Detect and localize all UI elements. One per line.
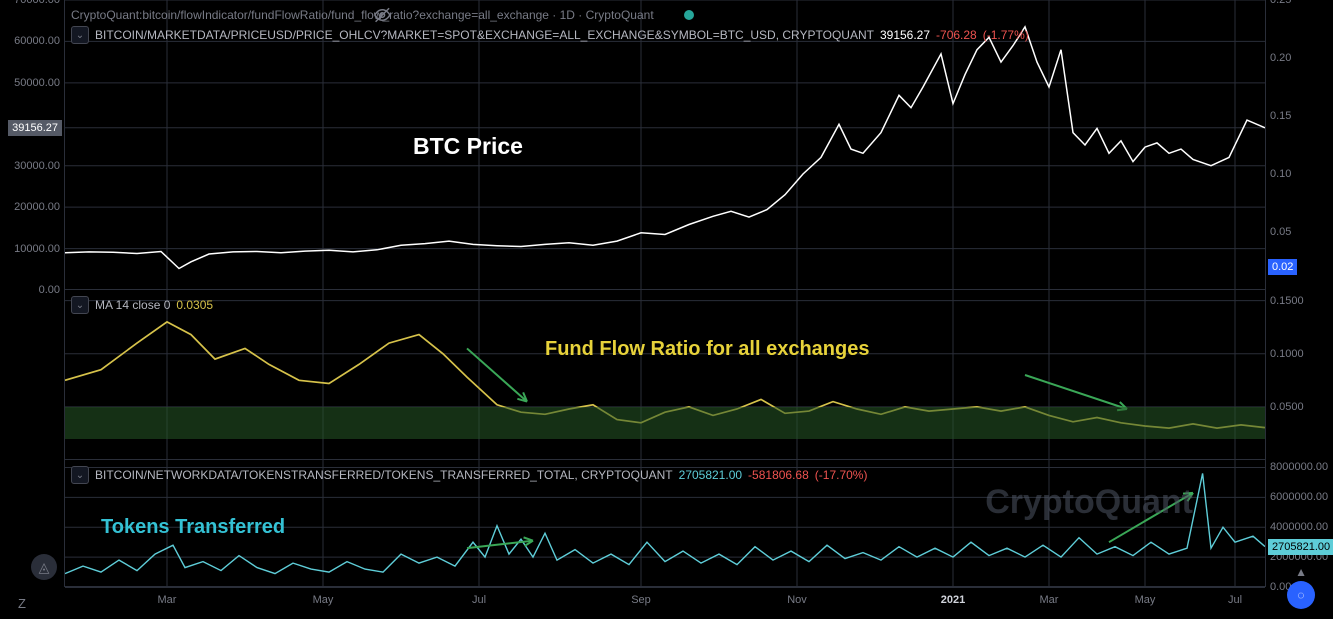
btc-price-label: BTC Price [413, 133, 523, 160]
pane3-legend: ⌄ BITCOIN/NETWORKDATA/TOKENSTRANSFERRED/… [71, 466, 867, 484]
ytick-right: 0.1000 [1270, 348, 1304, 360]
price-marker-right: 2705821.00 [1268, 539, 1333, 555]
xtick: 2021 [941, 594, 965, 606]
ytick-right: 0.20 [1270, 52, 1291, 64]
xtick: Nov [787, 594, 807, 606]
provider-logo-icon[interactable]: ◬ [31, 554, 57, 580]
ytick-left: 20000.00 [14, 201, 60, 213]
pane2-series-name: MA 14 close 0 [95, 298, 170, 312]
price-marker-right: 0.02 [1268, 259, 1297, 275]
ytick-left: 60000.00 [14, 35, 60, 47]
x-axis-bottom: Mar May Jul Sep Nov 2021 Mar May Jul [65, 587, 1265, 619]
cryptoquant-watermark: CryptoQuant [985, 483, 1193, 522]
xtick: Jul [472, 594, 486, 606]
collapse-button[interactable]: ⌄ [71, 466, 89, 484]
ytick-left: 70000.00 [14, 0, 60, 6]
pane2-value: 0.0305 [176, 298, 213, 312]
ytick-right: 6000000.00 [1270, 491, 1328, 503]
xtick: May [313, 594, 334, 606]
xtick: May [1135, 594, 1156, 606]
ytick-left: 10000.00 [14, 243, 60, 255]
pane3-last-value: 2705821.00 [679, 468, 742, 482]
xtick: Mar [1040, 594, 1059, 606]
ytick-right: 8000000.00 [1270, 461, 1328, 473]
pane2-legend: ⌄ MA 14 close 0 0.0305 [71, 296, 213, 314]
xtick: Sep [631, 594, 651, 606]
visibility-icon[interactable] [660, 6, 678, 24]
tokens-transferred-label: Tokens Transferred [101, 516, 285, 539]
pane1-change-abs: -706.28 [936, 28, 977, 42]
price-marker-left: 39156.27 [8, 120, 62, 136]
y-axis-right: 0.05 0.10 0.15 0.20 0.25 0.02 0.0500 0.1000 0.15… [1265, 0, 1333, 587]
ytick-right: 0.10 [1270, 168, 1291, 180]
pane1-series-name: BITCOIN/MARKETDATA/PRICEUSD/PRICE_OHLCV?… [95, 28, 874, 42]
ytick-right: 0.15 [1270, 110, 1291, 122]
ytick-right: 0.0500 [1270, 401, 1304, 413]
ytick-right: 4000000.00 [1270, 521, 1328, 533]
y-axis-left: 0.00 10000.00 20000.00 30000.00 50000.00 6000… [0, 0, 65, 587]
xtick: Jul [1228, 594, 1242, 606]
help-fab[interactable]: ◌ [1287, 581, 1315, 609]
green-zone-band [65, 407, 1265, 439]
pane1-title-row: CryptoQuant:bitcoin/flowIndicator/fundFl… [71, 6, 694, 24]
ytick-left: 30000.00 [14, 160, 60, 172]
pane1-last-value: 39156.27 [880, 28, 930, 42]
pane3-series-name: BITCOIN/NETWORKDATA/TOKENSTRANSFERRED/TO… [95, 468, 673, 482]
ytick-left: 50000.00 [14, 77, 60, 89]
ytick-right: 0.1500 [1270, 295, 1304, 307]
xtick: Mar [158, 594, 177, 606]
chart-stack: CryptoQuant:bitcoin/flowIndicator/fundFl… [65, 0, 1265, 587]
pane1-legend: ⌄ BITCOIN/MARKETDATA/PRICEUSD/PRICE_OHLC… [71, 26, 1029, 44]
ytick-right: 0.25 [1270, 0, 1291, 6]
ytick-left: 0.00 [39, 284, 60, 296]
fund-flow-label: Fund Flow Ratio for all exchanges [545, 338, 869, 361]
scroll-up-icon[interactable]: ▲ [1295, 565, 1307, 579]
collapse-button[interactable]: ⌄ [71, 296, 89, 314]
pane1-change-pct: (-1.77%) [983, 28, 1029, 42]
pane3-change-abs: -581806.68 [748, 468, 809, 482]
collapse-button[interactable]: ⌄ [71, 26, 89, 44]
timezone-button[interactable]: Z [18, 596, 26, 611]
ytick-right: 0.05 [1270, 226, 1291, 238]
pane3-change-pct: (-17.70%) [815, 468, 868, 482]
